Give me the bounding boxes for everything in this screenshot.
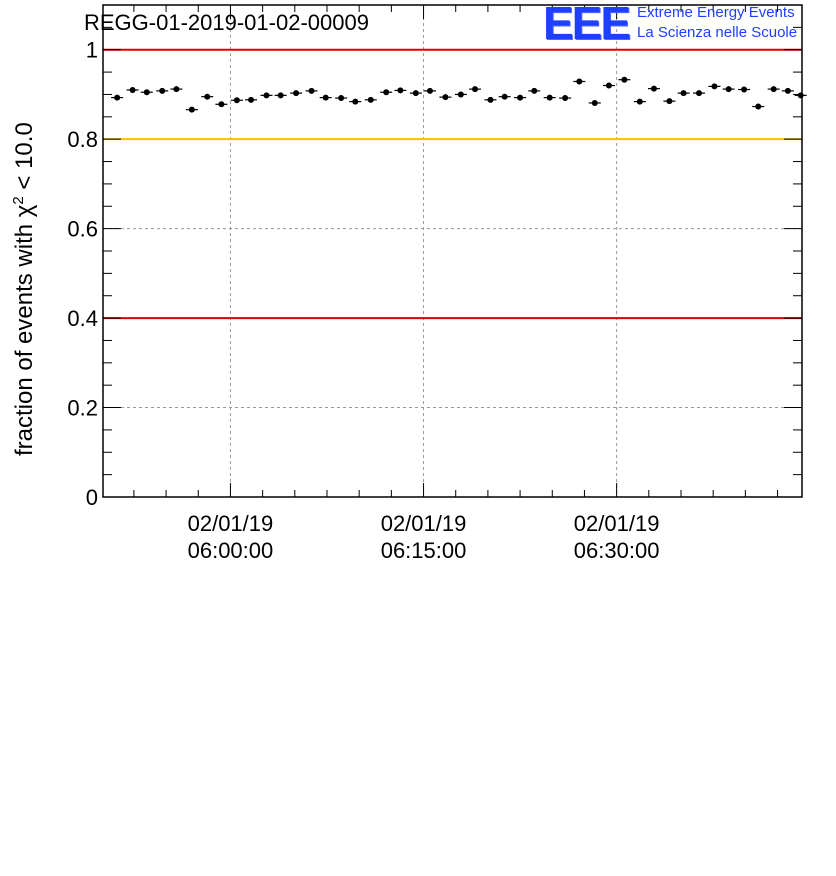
data-points (111, 76, 807, 113)
data-point (621, 76, 628, 83)
data-point (426, 87, 433, 94)
y-tick-labels: 0 0.2 0.4 0.6 0.8 1 (67, 38, 98, 510)
data-point (797, 92, 804, 99)
data-point (397, 87, 404, 94)
data-point (650, 85, 657, 92)
y-tick-label: 0.2 (67, 396, 98, 421)
data-point (263, 92, 270, 99)
x-tick-label: 06:30:00 (574, 538, 660, 563)
data-point (248, 96, 255, 103)
data-point (204, 93, 211, 100)
data-point (457, 91, 464, 98)
data-point (546, 94, 553, 101)
y-axis-label-prefix: fraction of events with χ (11, 204, 38, 456)
data-point (680, 90, 687, 97)
data-point (472, 86, 479, 93)
y-axis-label: fraction of events with χ2 < 10.0 (10, 122, 40, 876)
x-tick-label: 06:15:00 (381, 538, 467, 563)
data-point (277, 92, 284, 99)
data-point (442, 94, 449, 101)
chart-title: REGG-01-2019-01-02-00009 (84, 10, 369, 35)
data-point (711, 83, 718, 90)
eee-logo-mark: EEE (543, 0, 631, 49)
data-point (218, 101, 225, 108)
logo-line-1: Extreme Energy Events (637, 4, 795, 21)
data-point (308, 87, 315, 94)
data-point (562, 95, 569, 102)
data-point (159, 87, 166, 94)
x-tick-label: 02/01/19 (574, 511, 660, 536)
data-point (188, 106, 195, 113)
y-tick-label: 0.6 (67, 217, 98, 242)
y-tick-label: 1 (86, 38, 98, 63)
plot-frame (102, 4, 803, 498)
data-point (352, 98, 359, 105)
y-axis-label-sup: 2 (10, 196, 27, 205)
data-point (487, 96, 494, 103)
data-point (741, 86, 748, 93)
data-point (784, 87, 791, 94)
data-point (322, 94, 329, 101)
y-tick-label: 0.8 (67, 127, 98, 152)
data-point (576, 78, 583, 85)
x-tick-label: 06:00:00 (188, 538, 274, 563)
y-tick-label: 0.4 (67, 306, 98, 331)
axis-ticks (103, 4, 802, 498)
data-point (636, 98, 643, 105)
x-tick-label: 02/01/19 (381, 511, 467, 536)
y-tick-label: 0 (86, 485, 98, 510)
x-tick-label: 02/01/19 (188, 511, 274, 536)
data-point (143, 89, 150, 96)
data-point (114, 94, 121, 101)
data-point (725, 86, 732, 93)
data-point (173, 86, 180, 93)
data-point (666, 98, 673, 105)
data-point (770, 86, 777, 93)
chart-canvas: 00.20.40.60.81 02/01/1906:00:0002/01/190… (67, 4, 807, 563)
data-point (696, 90, 703, 97)
y-axis-label-suffix: < 10.0 (11, 122, 38, 197)
data-point (412, 90, 419, 97)
data-point (129, 86, 136, 93)
data-point (755, 103, 762, 110)
data-point (517, 94, 524, 101)
logo-line-2: La Scienza nelle Scuole (637, 24, 798, 41)
grid-lines (103, 5, 802, 497)
x-tick-labels: 02/01/1906:00:0002/01/1906:15:0002/01/19… (188, 511, 660, 563)
reference-lines (103, 48, 802, 320)
data-point (383, 89, 390, 96)
data-point (293, 90, 300, 97)
data-point (338, 95, 345, 102)
data-point (531, 87, 538, 94)
data-point (233, 97, 240, 104)
data-point (501, 93, 508, 100)
data-point (605, 82, 612, 89)
data-point (591, 99, 598, 106)
data-point (367, 96, 374, 103)
